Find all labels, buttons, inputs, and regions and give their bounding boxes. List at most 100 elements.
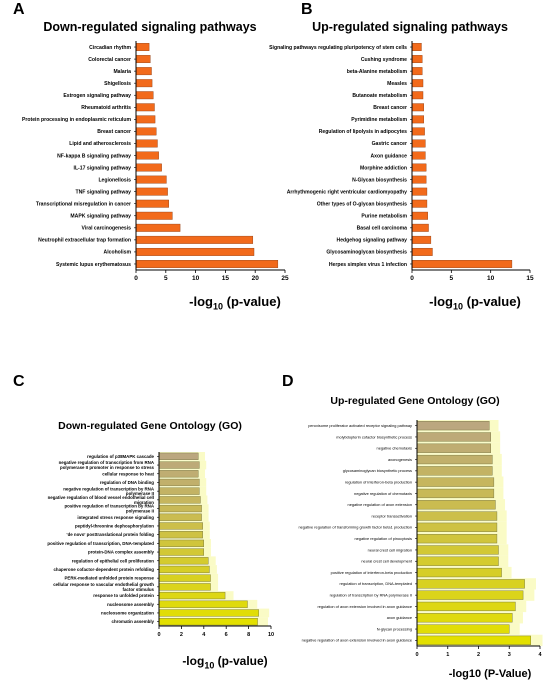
bar xyxy=(411,223,429,232)
bar xyxy=(135,91,154,100)
x-tick-label: 20 xyxy=(252,275,260,282)
chart-panel-a: A Down-regulated signaling pathways Circ… xyxy=(0,0,290,330)
category-label: chaperone cofactor-dependent protein ref… xyxy=(53,567,154,572)
bar xyxy=(416,511,498,521)
category-label: Arrhythmogenic right ventricular cardiom… xyxy=(287,189,407,195)
bar xyxy=(416,635,531,645)
category-label: nucleosome assembly xyxy=(107,602,154,607)
category-label: IL-17 signaling pathway xyxy=(74,165,132,171)
bar xyxy=(158,618,258,626)
bar xyxy=(411,127,425,136)
bar xyxy=(416,624,510,634)
category-label: positive regulation of transcription by … xyxy=(64,504,154,514)
bar xyxy=(158,522,203,530)
x-axis-label: -log10 (p-value) xyxy=(429,294,521,312)
bar xyxy=(158,478,200,487)
category-label: cellular response to vascular endothelia… xyxy=(53,582,154,592)
bar xyxy=(135,211,173,220)
category-label: Malaria xyxy=(113,69,131,75)
bar xyxy=(135,175,167,184)
bar xyxy=(411,91,424,100)
bar xyxy=(158,583,211,591)
category-label: nucleosome organization xyxy=(101,610,154,615)
bar xyxy=(135,199,169,208)
bar xyxy=(411,175,427,184)
bar xyxy=(416,579,525,589)
bar xyxy=(411,55,423,64)
x-axis-label: -log10 (p-value) xyxy=(182,654,268,671)
category-label: negative regulation of transcription fro… xyxy=(59,460,155,470)
category-label: negative regulation of transcription by … xyxy=(63,486,155,496)
category-label: regulation of interferon-beta production xyxy=(345,480,412,485)
bar xyxy=(135,55,151,64)
x-tick-label: 10 xyxy=(268,632,274,638)
bar xyxy=(416,466,493,476)
bar xyxy=(158,504,202,513)
category-label: Purine metabolism xyxy=(361,214,407,220)
bar xyxy=(411,187,428,196)
bar xyxy=(411,260,513,268)
bar xyxy=(416,601,516,612)
bar xyxy=(411,43,422,51)
bar xyxy=(416,545,499,555)
bar xyxy=(416,454,493,465)
x-axis-label: -log10 (p-value) xyxy=(189,294,281,312)
category-label: Alcoholism xyxy=(104,250,132,256)
bar xyxy=(135,115,156,124)
bar xyxy=(411,67,423,76)
x-axis-label: -log10 (P-Value) xyxy=(448,668,532,680)
category-label: Viral carcinogenesis xyxy=(82,226,132,232)
chart-panel-b: B Up-regulated signaling pathways Signal… xyxy=(269,0,550,330)
category-label: neural crest cell development xyxy=(361,559,413,564)
chart-title: Down-regulated Gene Ontology (GO) xyxy=(58,420,242,432)
category-label: receptor transactivation xyxy=(372,513,412,518)
x-tick-label: 5 xyxy=(164,275,168,282)
category-label: Estrogen signaling pathway xyxy=(63,93,131,99)
category-label: Cushing syndrome xyxy=(361,57,407,63)
category-label: Pyrimidine metabolism xyxy=(351,117,407,123)
bar xyxy=(135,139,158,148)
category-label: Butanoate metabolism xyxy=(352,93,407,99)
category-label: Protein processing in endoplasmic reticu… xyxy=(22,117,131,123)
bar xyxy=(158,531,203,539)
panel-label: D xyxy=(282,373,294,390)
chart-title: Up-regulated signaling pathways xyxy=(312,20,508,34)
category-label: glycosaminoglycan biosynthetic process xyxy=(343,468,412,473)
category-label: regulation of transcription by RNA polym… xyxy=(330,593,412,598)
bar xyxy=(416,421,490,431)
category-label: Lipid and atherosclerosis xyxy=(69,141,131,147)
category-label: regulation of axon extension involved in… xyxy=(317,604,412,609)
x-tick-label: 0 xyxy=(415,652,418,658)
bar xyxy=(158,609,259,617)
bar xyxy=(416,534,498,544)
category-label: Transcriptional misregulation in cancer xyxy=(36,202,131,208)
category-label: Neutrophil extracellular trap formation xyxy=(38,238,131,244)
category-label: Morphine addiction xyxy=(360,165,407,171)
panel-label: C xyxy=(13,373,25,390)
x-tick-label: 3 xyxy=(508,652,511,658)
category-label: negative chemotaxis xyxy=(377,446,413,451)
category-label: negative regulation of chemotaxis xyxy=(354,491,412,496)
bar xyxy=(411,235,432,244)
bar xyxy=(158,487,200,495)
bar xyxy=(158,461,200,469)
category-label: PERK-mediated unfolded protein response xyxy=(64,576,154,581)
bar xyxy=(135,67,152,76)
category-label: positive regulation of transcription, DN… xyxy=(47,541,154,546)
bar xyxy=(135,43,150,51)
category-label: Systemic lupus erythematosus xyxy=(56,262,131,268)
bar xyxy=(416,567,502,578)
category-label: MAPK signaling pathway xyxy=(70,214,131,220)
category-label: Axon guidance xyxy=(370,153,407,159)
category-label: negative regulation of pinocytosis xyxy=(354,536,412,541)
category-label: regulation of epithelial cell proliferat… xyxy=(72,558,155,563)
category-label: Basal cell carcinoma xyxy=(357,226,408,232)
bar xyxy=(158,470,199,478)
category-label: negative regulation of axon extension in… xyxy=(302,638,412,643)
category-label: Signaling pathways regulating pluripoten… xyxy=(269,45,407,51)
bar xyxy=(135,247,255,256)
x-tick-label: 10 xyxy=(487,275,495,282)
bar xyxy=(416,432,492,442)
bar xyxy=(135,103,155,112)
category-label: Other types of O-glycan biosynthesis xyxy=(317,202,407,208)
